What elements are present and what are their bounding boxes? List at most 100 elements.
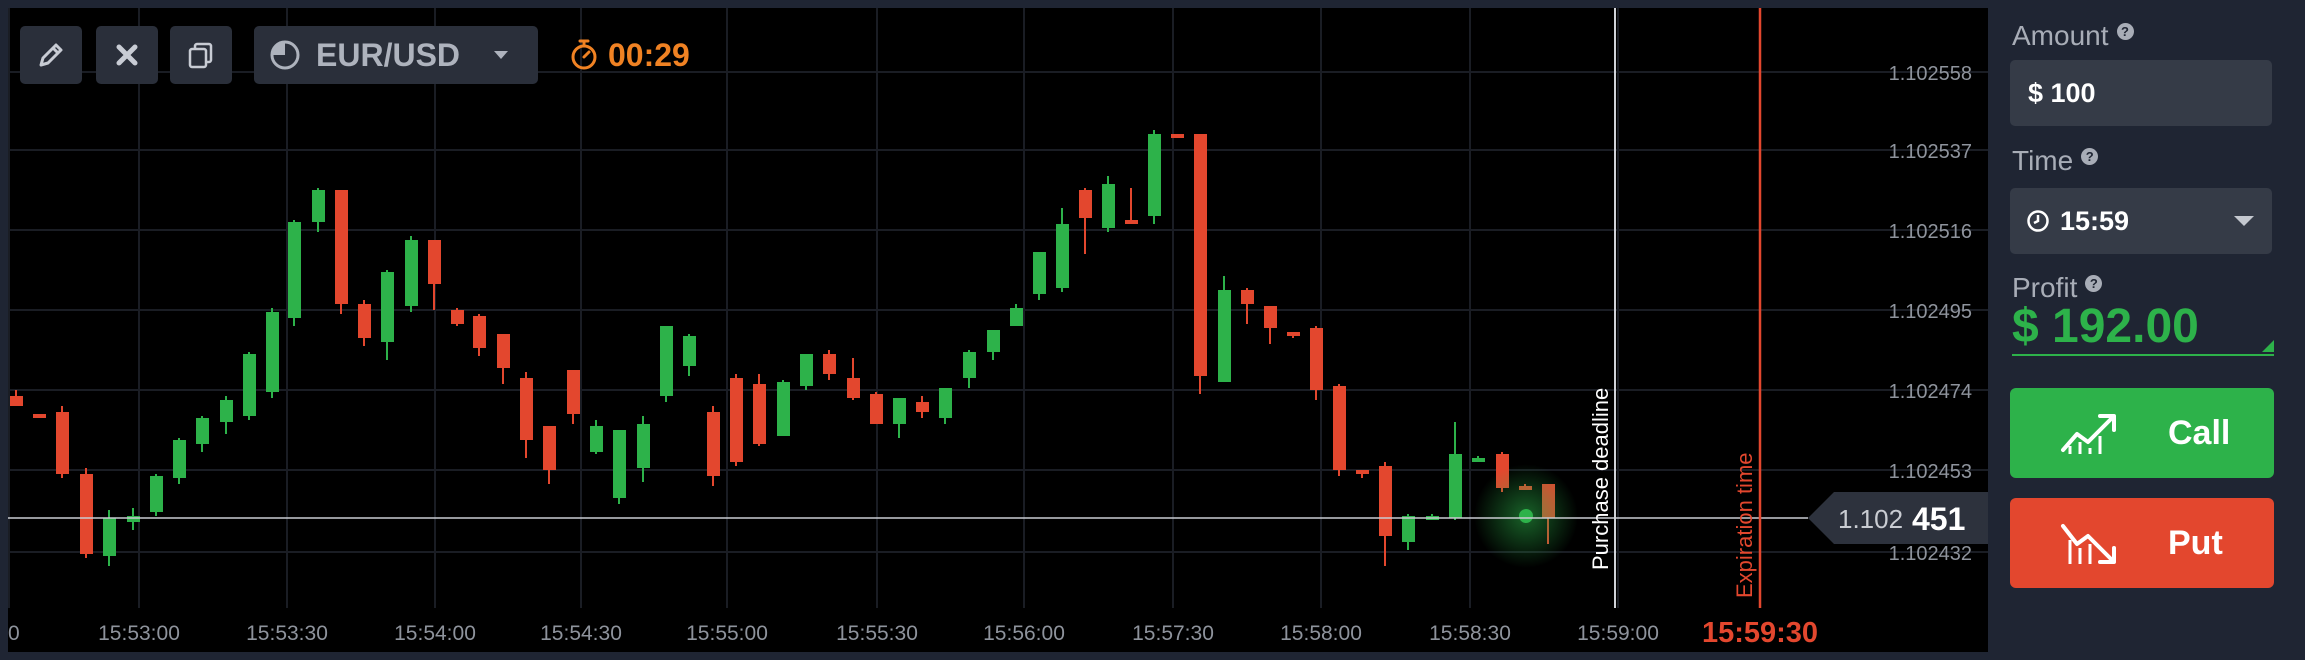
candle-up [196,418,209,444]
candle-up [243,354,256,416]
candle-up [939,388,952,418]
candle-down [451,310,464,324]
chevron-down-icon [2234,216,2254,226]
time-label-text: Time [2012,145,2074,176]
candle-up [777,382,790,436]
candle-up [173,440,186,478]
candle-down [473,316,486,348]
countdown-timer: 00:29 [568,26,690,84]
time-axis-label: 15:54:30 [540,622,622,645]
candle-down [1264,306,1277,328]
close-icon [116,44,138,66]
candle-up [1472,458,1485,462]
candle-up [1010,308,1023,326]
expiration-time-label: Expiration time [1732,452,1757,598]
call-button[interactable]: Call [2010,388,2274,478]
candle-up [288,222,301,318]
draw-button[interactable] [20,26,82,84]
profit-label-text: Profit [2012,272,2078,303]
candle-down [916,402,929,412]
time-axis-label: 15:54:00 [394,622,476,645]
candle-down [1310,328,1323,390]
current-price-suffix: 451 [1912,501,1965,537]
candle-down [847,378,860,398]
stopwatch-icon [571,39,597,70]
candle-down [358,304,371,338]
asset-name: EUR/USD [316,36,461,73]
amount-value: $ 100 [2028,77,2096,108]
time-select[interactable]: 15:59 [2010,188,2272,254]
time-axis-label: 15:55:30 [836,622,918,645]
candle-down [1194,134,1207,376]
candle-up [312,190,325,222]
candle-up [800,354,813,386]
candle-up [683,336,696,366]
candle-down [33,414,46,418]
price-axis-label: 1.102516 [1889,221,1972,243]
candle-down [707,412,720,476]
price-chart[interactable]: Purchase deadline Expiration time 1.102558… [8,8,1988,652]
price-axis-label: 1.102558 [1889,63,1972,85]
price-axis-label: 1.102453 [1889,461,1972,483]
time-axis-label: 15:58:30 [1429,622,1511,645]
help-icon[interactable]: ? [2116,22,2134,40]
candle-down [543,426,556,470]
candle-down [1333,386,1346,470]
pencil-icon [39,43,63,67]
candle-up [637,424,650,468]
candle-up [1033,252,1046,294]
candle-up [1148,134,1161,216]
amount-input[interactable]: $ 100 [2010,60,2272,126]
candle-down [56,412,69,474]
profit-value: $ 192.00 [2012,300,2274,356]
candle-down [1241,290,1254,304]
price-axis-label: 1.102474 [1889,381,1972,403]
put-button[interactable]: Put [2010,498,2274,588]
candle-down [497,334,510,368]
trend-down-icon [2061,524,2116,564]
candle-up [893,398,906,424]
candle-up [1056,224,1069,288]
help-icon[interactable]: ? [2081,147,2099,165]
candle-up [127,516,140,522]
candle-down [1356,470,1369,474]
purchase-deadline-label: Purchase deadline [1588,388,1613,570]
trend-up-icon [2061,414,2116,454]
candle-up [220,400,233,422]
candle-up [1402,516,1415,542]
asset-selector[interactable]: EUR/USD [254,26,538,84]
candle-up [381,272,394,342]
help-icon[interactable]: ? [2085,274,2103,292]
corner-indicator [2262,340,2274,352]
price-axis-label: 1.102432 [1889,543,1972,565]
price-axis-label: 1.102537 [1889,141,1972,163]
candle-down [10,396,23,406]
close-chart-button[interactable] [96,26,158,84]
candle-down [823,354,836,374]
time-axis-label: 15:53:00 [98,622,180,645]
timer-value: 00:29 [608,36,690,73]
current-price-dot [1519,509,1533,523]
candle-down [870,394,883,424]
time-axis-label: 15:53:30 [246,622,328,645]
candle-up [590,426,603,452]
profit-amount: $ 192.00 [2012,300,2199,353]
copy-button[interactable] [170,26,232,84]
time-axis-label: 15:56:00 [983,622,1065,645]
candle-down [1079,190,1092,218]
candle-up [405,240,418,306]
candle-up [660,326,673,396]
candle-up [1449,454,1462,518]
candle-up [266,312,279,392]
trade-panel: Amount? $ 100 Time? 15:59 Profit? $ 192.… [1990,0,2305,660]
candle-up [963,352,976,378]
chart-area[interactable]: Purchase deadline Expiration time 1.102558… [8,8,1988,652]
pie-icon [270,40,300,70]
expiration-time-axis-label: 15:59:30 [1702,617,1818,649]
candle-down [335,190,348,304]
clock-icon [2027,210,2049,232]
candle-up [150,476,163,512]
call-label: Call [2168,413,2231,452]
put-label: Put [2168,523,2223,562]
candle-down [428,240,441,284]
